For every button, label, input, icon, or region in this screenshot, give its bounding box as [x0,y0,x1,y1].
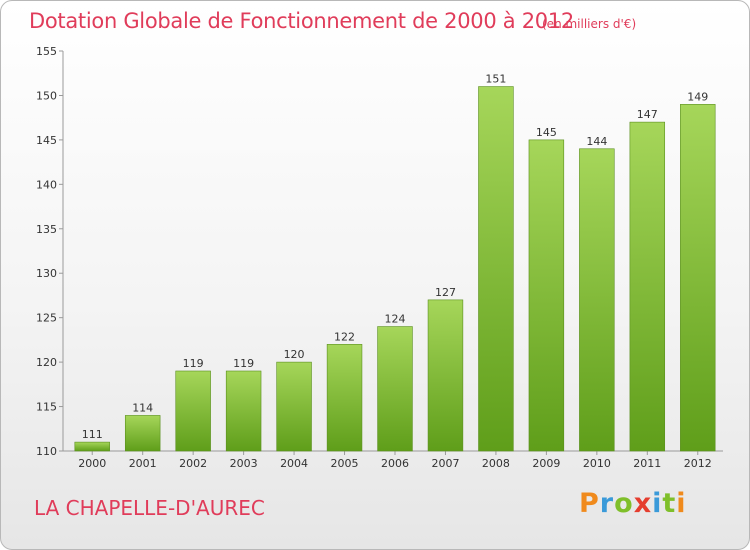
x-tick-label: 2002 [179,457,207,470]
y-tick-label: 115 [36,401,57,414]
bar-value-label: 124 [385,313,406,326]
y-tick-label: 135 [36,223,57,236]
y-tick-label: 145 [36,134,57,147]
bar [629,121,666,452]
bar [427,299,464,452]
y-tick-label: 140 [36,178,57,191]
bar-value-label: 120 [284,348,305,361]
x-tick-label: 2012 [684,457,712,470]
bar [276,361,312,452]
logo-letter: i [652,488,663,519]
x-tick-label: 2011 [633,457,661,470]
x-tick-label: 2007 [431,457,459,470]
bar [680,104,716,452]
logo-letter: P [579,488,600,519]
proxiti-logo: Proxiti [579,488,687,519]
bar-value-label: 147 [637,108,658,121]
bar [175,370,211,452]
x-tick-label: 2000 [78,457,106,470]
x-tick-label: 2004 [280,457,308,470]
x-tick-label: 2001 [129,457,157,470]
x-tick-label: 2008 [482,457,510,470]
logo-letter: r [599,488,615,519]
bar-value-label: 119 [233,357,254,370]
x-tick-label: 2010 [583,457,611,470]
bar [326,344,363,452]
bar-value-label: 149 [687,90,708,103]
bar [225,370,262,452]
bar [377,326,413,452]
x-tick-label: 2003 [230,457,258,470]
bars: 111 114 119 119 120 122 124 127 151 145 144 147 149 [74,73,716,452]
logo-letter: t [662,488,677,519]
y-tick-label: 155 [36,45,57,58]
x-tick-label: 2005 [331,457,359,470]
bar-value-label: 111 [82,428,103,441]
bar [74,441,110,452]
bar-value-label: 122 [334,330,355,343]
bar-value-label: 114 [132,401,153,414]
logo-letter: i [676,488,687,519]
y-tick-label: 125 [36,312,57,325]
y-tick-label: 120 [36,356,57,369]
y-tick-label: 110 [36,445,57,458]
y-tick-label: 150 [36,89,57,102]
bar-value-label: 151 [485,73,506,86]
bar-value-label: 145 [536,126,557,139]
bar [124,415,161,452]
commune-name: LA CHAPELLE-D'AUREC [34,496,265,520]
bar [478,86,514,452]
axes: 110 115 120 125 130 135 140 145 150 155 2000 2001 20… [36,45,723,470]
logo-letter: x [633,488,653,519]
y-tick-label: 130 [36,267,57,280]
bar-value-label: 127 [435,286,456,299]
x-tick-label: 2009 [532,457,560,470]
bar-value-label: 144 [586,135,607,148]
bar [579,148,615,452]
logo-letter: o [614,488,634,519]
bar-value-label: 119 [183,357,204,370]
bar [528,139,565,452]
x-tick-label: 2006 [381,457,409,470]
chart-title: Dotation Globale de Fonctionnement de 20… [29,9,574,33]
chart-subtitle: (en milliers d'€) [542,17,637,31]
